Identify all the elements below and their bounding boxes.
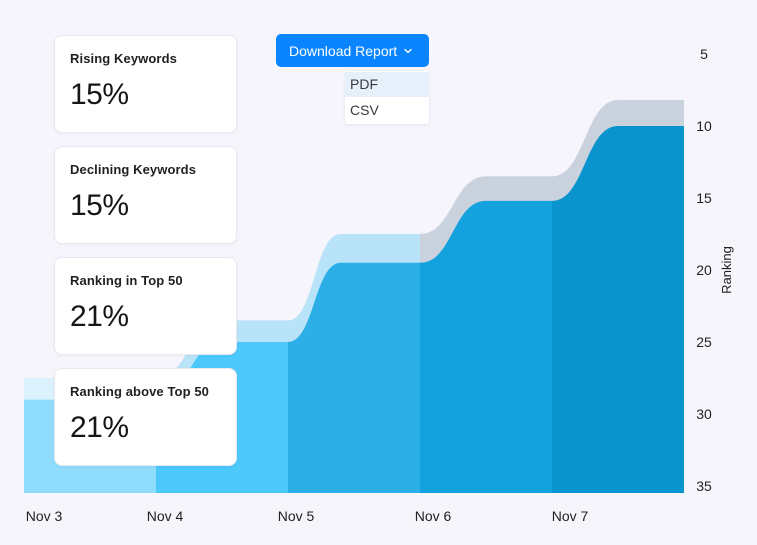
rising-keywords-card: Rising Keywords 15% (54, 35, 237, 133)
card-label: Ranking in Top 50 (70, 273, 183, 288)
card-value: 15% (70, 189, 129, 222)
y-tick-label: 5 (700, 46, 708, 62)
x-axis-ticks: Nov 3 Nov 4 Nov 5 Nov 6 Nov 7 (26, 508, 589, 524)
y-axis-ticks: 5 10 15 20 25 30 35 (696, 46, 712, 494)
ranking-top50-card: Ranking in Top 50 21% (54, 257, 237, 355)
y-tick-label: 35 (696, 478, 712, 494)
y-tick-label: 20 (696, 262, 712, 278)
download-report-label: Download Report (289, 42, 398, 59)
card-label: Declining Keywords (70, 162, 197, 177)
x-tick-label: Nov 7 (552, 508, 589, 524)
card-label: Rising Keywords (70, 51, 177, 66)
y-axis-label: Ranking (719, 246, 734, 294)
declining-keywords-card: Declining Keywords 15% (54, 146, 237, 244)
menu-item-csv[interactable]: CSV (350, 102, 379, 118)
y-tick-label: 15 (696, 190, 712, 206)
y-tick-label: 25 (696, 334, 712, 350)
chevron-down-icon (404, 48, 412, 53)
card-value: 15% (70, 78, 129, 111)
download-format-menu: PDF CSV (345, 71, 429, 124)
download-report-button[interactable]: Download Report (276, 34, 429, 67)
menu-item-pdf[interactable]: PDF (345, 72, 429, 97)
x-tick-label: Nov 6 (415, 508, 452, 524)
x-tick-label: Nov 3 (26, 508, 63, 524)
y-tick-label: 30 (696, 406, 712, 422)
y-tick-label: 10 (696, 118, 712, 134)
x-tick-label: Nov 4 (147, 508, 184, 524)
card-value: 21% (70, 411, 129, 444)
x-tick-label: Nov 5 (278, 508, 315, 524)
card-label: Ranking above Top 50 (70, 384, 210, 399)
area-segment (552, 126, 684, 493)
card-value: 21% (70, 300, 129, 333)
ranking-above-top50-card: Ranking above Top 50 21% (54, 368, 237, 466)
